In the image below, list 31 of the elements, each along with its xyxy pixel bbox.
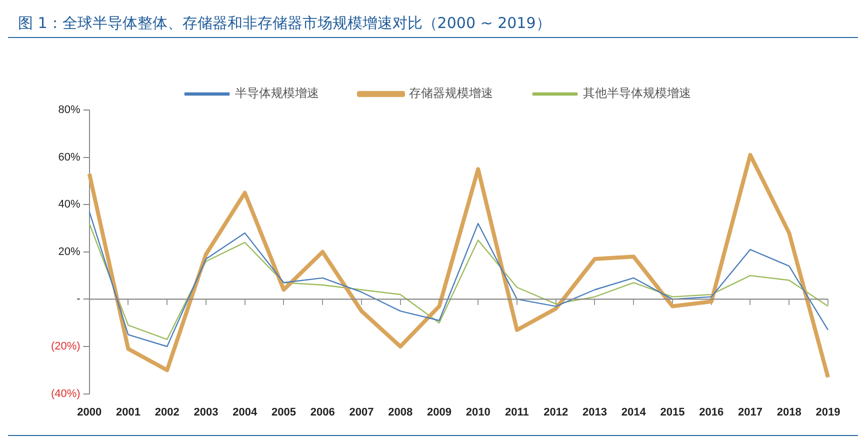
x-tick-label: 2016: [699, 406, 724, 418]
y-tick-label: 80%: [58, 104, 81, 116]
x-tick-label: 2017: [738, 406, 762, 418]
x-tick-label: 2009: [426, 406, 452, 418]
x-tick-label: 2000: [77, 406, 102, 418]
x-tick-label: 2014: [621, 406, 647, 418]
x-tick-label: 2005: [271, 406, 296, 418]
x-tick-label: 2015: [660, 406, 685, 418]
x-tick-label: 2012: [544, 406, 568, 418]
x-tick-label: 2004: [232, 406, 258, 418]
x-tick-label: 2008: [388, 406, 413, 418]
x-tick-label: 2006: [310, 406, 335, 418]
x-tick-label: 2011: [505, 406, 529, 418]
x-tick-label: 2003: [194, 406, 218, 418]
x-tick-label: 2018: [776, 406, 802, 418]
y-tick-label: (40%): [51, 388, 80, 400]
y-tick-label: 40%: [58, 198, 81, 211]
x-tick-label: 2013: [582, 406, 607, 418]
x-tick-label: 2001: [116, 406, 140, 418]
x-tick-label: 2007: [349, 406, 374, 418]
y-tick-label: -: [76, 293, 81, 306]
legend-label: 存储器规模增速: [409, 86, 493, 100]
y-tick-label: (20%): [51, 340, 80, 353]
legend-label: 其他半导体规模增速: [583, 86, 691, 100]
x-tick-label: 2019: [816, 406, 840, 418]
y-tick-label: 20%: [58, 246, 81, 258]
legend-label: 半导体规模增速: [235, 86, 319, 100]
chart-title: 图 1：全球半导体整体、存储器和非存储器市场规模增速对比（2000 ~ 2019）: [8, 8, 858, 38]
x-tick-label: 2002: [154, 406, 180, 418]
y-tick-label: 60%: [58, 151, 81, 164]
x-tick-label: 2010: [466, 406, 490, 418]
